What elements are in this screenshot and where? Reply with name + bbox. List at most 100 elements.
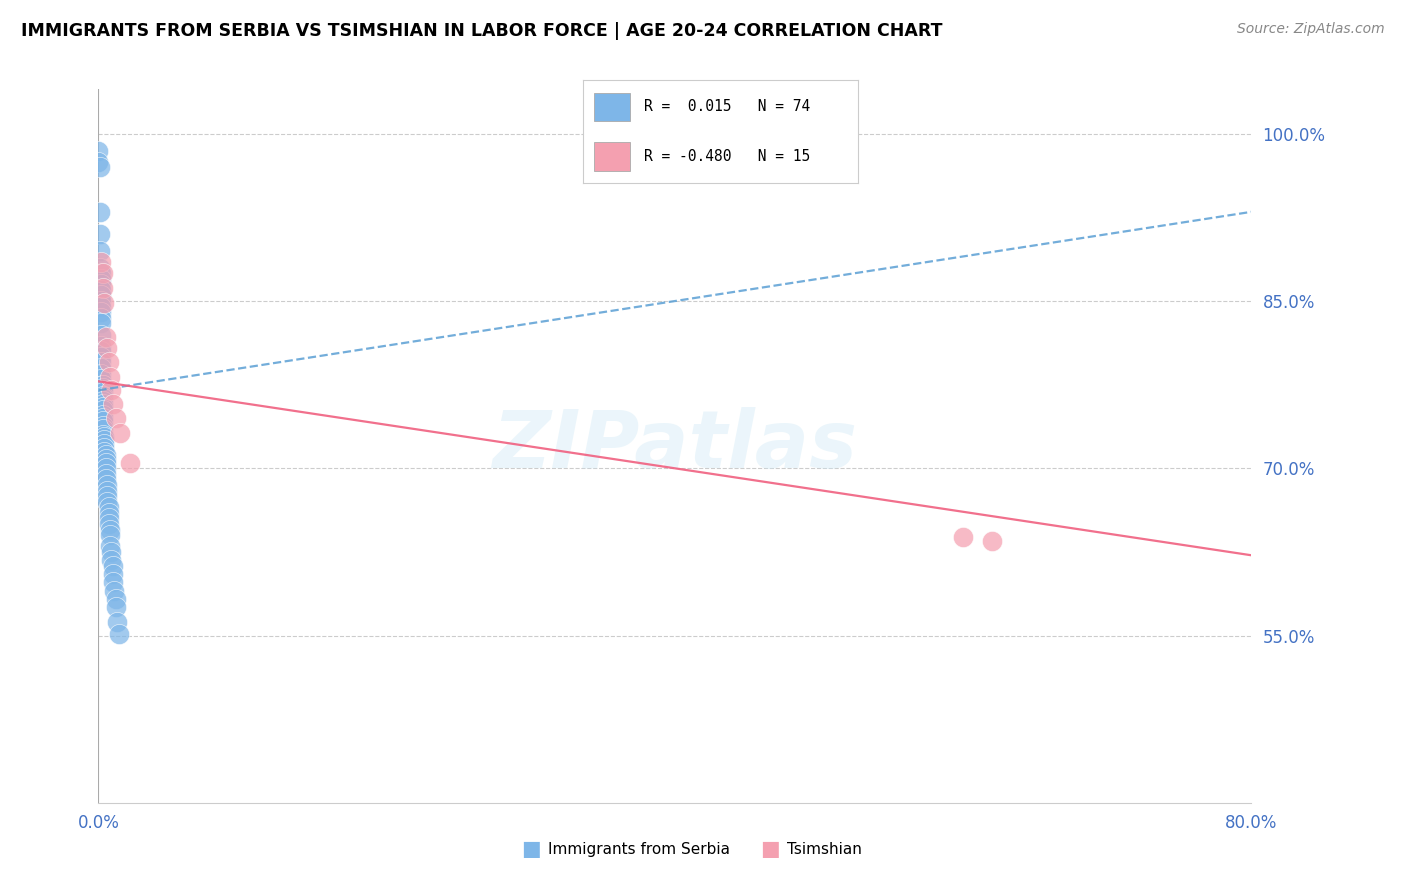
Point — [91, 419, 114, 434]
Point — [97, 517, 120, 532]
Point — [120, 456, 142, 470]
Point — [101, 575, 124, 590]
Point — [101, 567, 124, 582]
Point — [91, 377, 114, 392]
Point — [100, 384, 122, 398]
Point — [98, 369, 121, 384]
Point — [101, 559, 124, 574]
Text: R =  0.015   N = 74: R = 0.015 N = 74 — [644, 99, 810, 114]
Point — [90, 367, 112, 381]
Point — [98, 528, 121, 542]
Point — [104, 599, 127, 614]
Point — [101, 396, 124, 410]
Point — [100, 553, 122, 567]
Point — [96, 489, 118, 503]
Point — [90, 288, 112, 302]
Point — [94, 461, 117, 475]
Point — [90, 361, 112, 376]
Point — [91, 389, 114, 403]
Point — [93, 442, 115, 456]
Point — [94, 456, 117, 470]
Point — [90, 355, 112, 369]
Point — [952, 530, 974, 544]
Point — [96, 478, 118, 492]
Point — [94, 330, 117, 344]
Point — [90, 300, 112, 314]
Point — [91, 281, 114, 295]
Point — [90, 277, 112, 292]
Point — [90, 344, 112, 359]
Text: ■: ■ — [522, 839, 541, 859]
Bar — [595, 142, 630, 170]
Point — [90, 255, 112, 269]
Point — [89, 244, 111, 258]
Point — [90, 350, 112, 364]
Point — [89, 260, 111, 275]
Point — [91, 403, 114, 417]
Point — [91, 396, 114, 410]
Point — [98, 523, 121, 537]
Point — [107, 627, 129, 641]
Text: Source: ZipAtlas.com: Source: ZipAtlas.com — [1237, 22, 1385, 37]
Point — [91, 381, 114, 395]
Text: Tsimshian: Tsimshian — [787, 842, 862, 856]
Point — [91, 394, 114, 409]
Text: ■: ■ — [761, 839, 780, 859]
Point — [96, 341, 118, 355]
Point — [104, 411, 127, 425]
Point — [89, 227, 111, 241]
Point — [90, 283, 112, 297]
Point — [91, 384, 114, 398]
Text: Immigrants from Serbia: Immigrants from Serbia — [548, 842, 730, 856]
Point — [91, 422, 114, 436]
Point — [89, 204, 111, 219]
Point — [100, 545, 122, 559]
Point — [91, 411, 114, 425]
Point — [93, 437, 115, 451]
Bar — [595, 93, 630, 121]
Point — [91, 377, 114, 392]
Point — [87, 154, 110, 169]
Point — [103, 584, 125, 599]
Point — [91, 400, 114, 414]
Point — [105, 615, 128, 629]
Point — [93, 430, 115, 444]
Point — [90, 271, 112, 285]
Point — [97, 500, 120, 515]
Point — [94, 452, 117, 467]
Point — [90, 338, 112, 352]
Point — [90, 293, 112, 308]
Point — [90, 317, 112, 331]
Point — [89, 161, 111, 175]
Point — [104, 591, 127, 606]
Point — [93, 444, 115, 458]
Text: ZIPatlas: ZIPatlas — [492, 407, 858, 485]
Point — [91, 266, 114, 280]
Point — [91, 391, 114, 405]
Point — [91, 428, 114, 442]
Point — [94, 448, 117, 462]
Point — [90, 266, 112, 280]
Point — [91, 408, 114, 422]
Point — [96, 494, 118, 508]
Point — [90, 372, 112, 386]
Point — [94, 473, 117, 487]
Point — [981, 533, 1004, 548]
Point — [90, 305, 112, 319]
Point — [90, 310, 112, 325]
Point — [93, 296, 115, 310]
Point — [93, 434, 115, 448]
Point — [91, 414, 114, 428]
Point — [97, 506, 120, 520]
Text: R = -0.480   N = 15: R = -0.480 N = 15 — [644, 149, 810, 164]
Point — [108, 425, 131, 440]
Point — [98, 539, 121, 553]
Point — [96, 483, 118, 498]
Point — [90, 327, 112, 342]
Point — [97, 511, 120, 525]
Point — [91, 385, 114, 400]
Point — [87, 144, 110, 158]
Point — [94, 467, 117, 481]
Text: IMMIGRANTS FROM SERBIA VS TSIMSHIAN IN LABOR FORCE | AGE 20-24 CORRELATION CHART: IMMIGRANTS FROM SERBIA VS TSIMSHIAN IN L… — [21, 22, 942, 40]
Point — [97, 355, 120, 369]
